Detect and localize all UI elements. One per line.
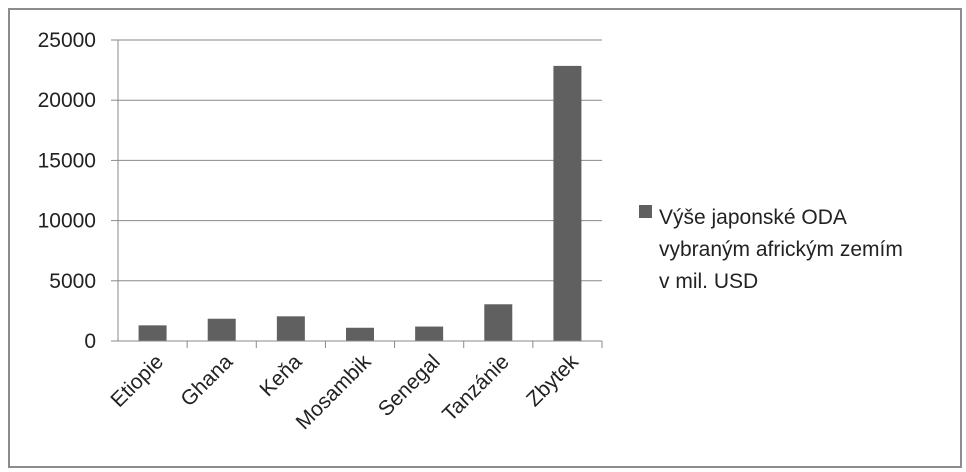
y-tick-label: 25000: [38, 29, 96, 52]
x-tick-label: Keňa: [255, 350, 306, 401]
y-tick-label: 5000: [49, 270, 96, 293]
legend-swatch: [639, 205, 652, 218]
y-tick-label: 10000: [38, 210, 96, 233]
bars: [138, 65, 582, 342]
x-tick-label: Etiopie: [106, 350, 168, 412]
x-tick-label: Ghana: [176, 350, 237, 411]
y-tick-label: 20000: [38, 89, 96, 112]
bar-etiopie: [138, 325, 167, 341]
bar-keňa: [276, 316, 305, 341]
y-tick-label: 15000: [38, 149, 96, 172]
chart-frame: [8, 8, 962, 468]
legend: Výše japonské ODA vybraným africkým zemí…: [639, 205, 903, 293]
x-tick-label: Zbytek: [522, 350, 583, 411]
legend-line-2: vybraným africkým zemím: [659, 238, 903, 261]
bar-senegal: [415, 326, 444, 341]
axes: [111, 39, 603, 348]
legend-line-1: Výše japonské ODA: [659, 206, 847, 229]
x-tick-label: Mosambik: [292, 350, 376, 434]
bar-zbytek: [553, 65, 582, 342]
legend-line-3: v mil. USD: [659, 270, 758, 293]
bar-mosambik: [346, 327, 374, 341]
bar-tanzánie: [484, 304, 513, 341]
x-tick-label: Tanzánie: [438, 350, 514, 426]
gridlines: [118, 39, 602, 282]
y-tick-label: 0: [84, 330, 96, 353]
y-tick-labels: 0 5000 10000 15000 20000 25000: [38, 29, 96, 353]
x-tick-label: Senegal: [374, 350, 445, 421]
bar-ghana: [207, 318, 236, 341]
